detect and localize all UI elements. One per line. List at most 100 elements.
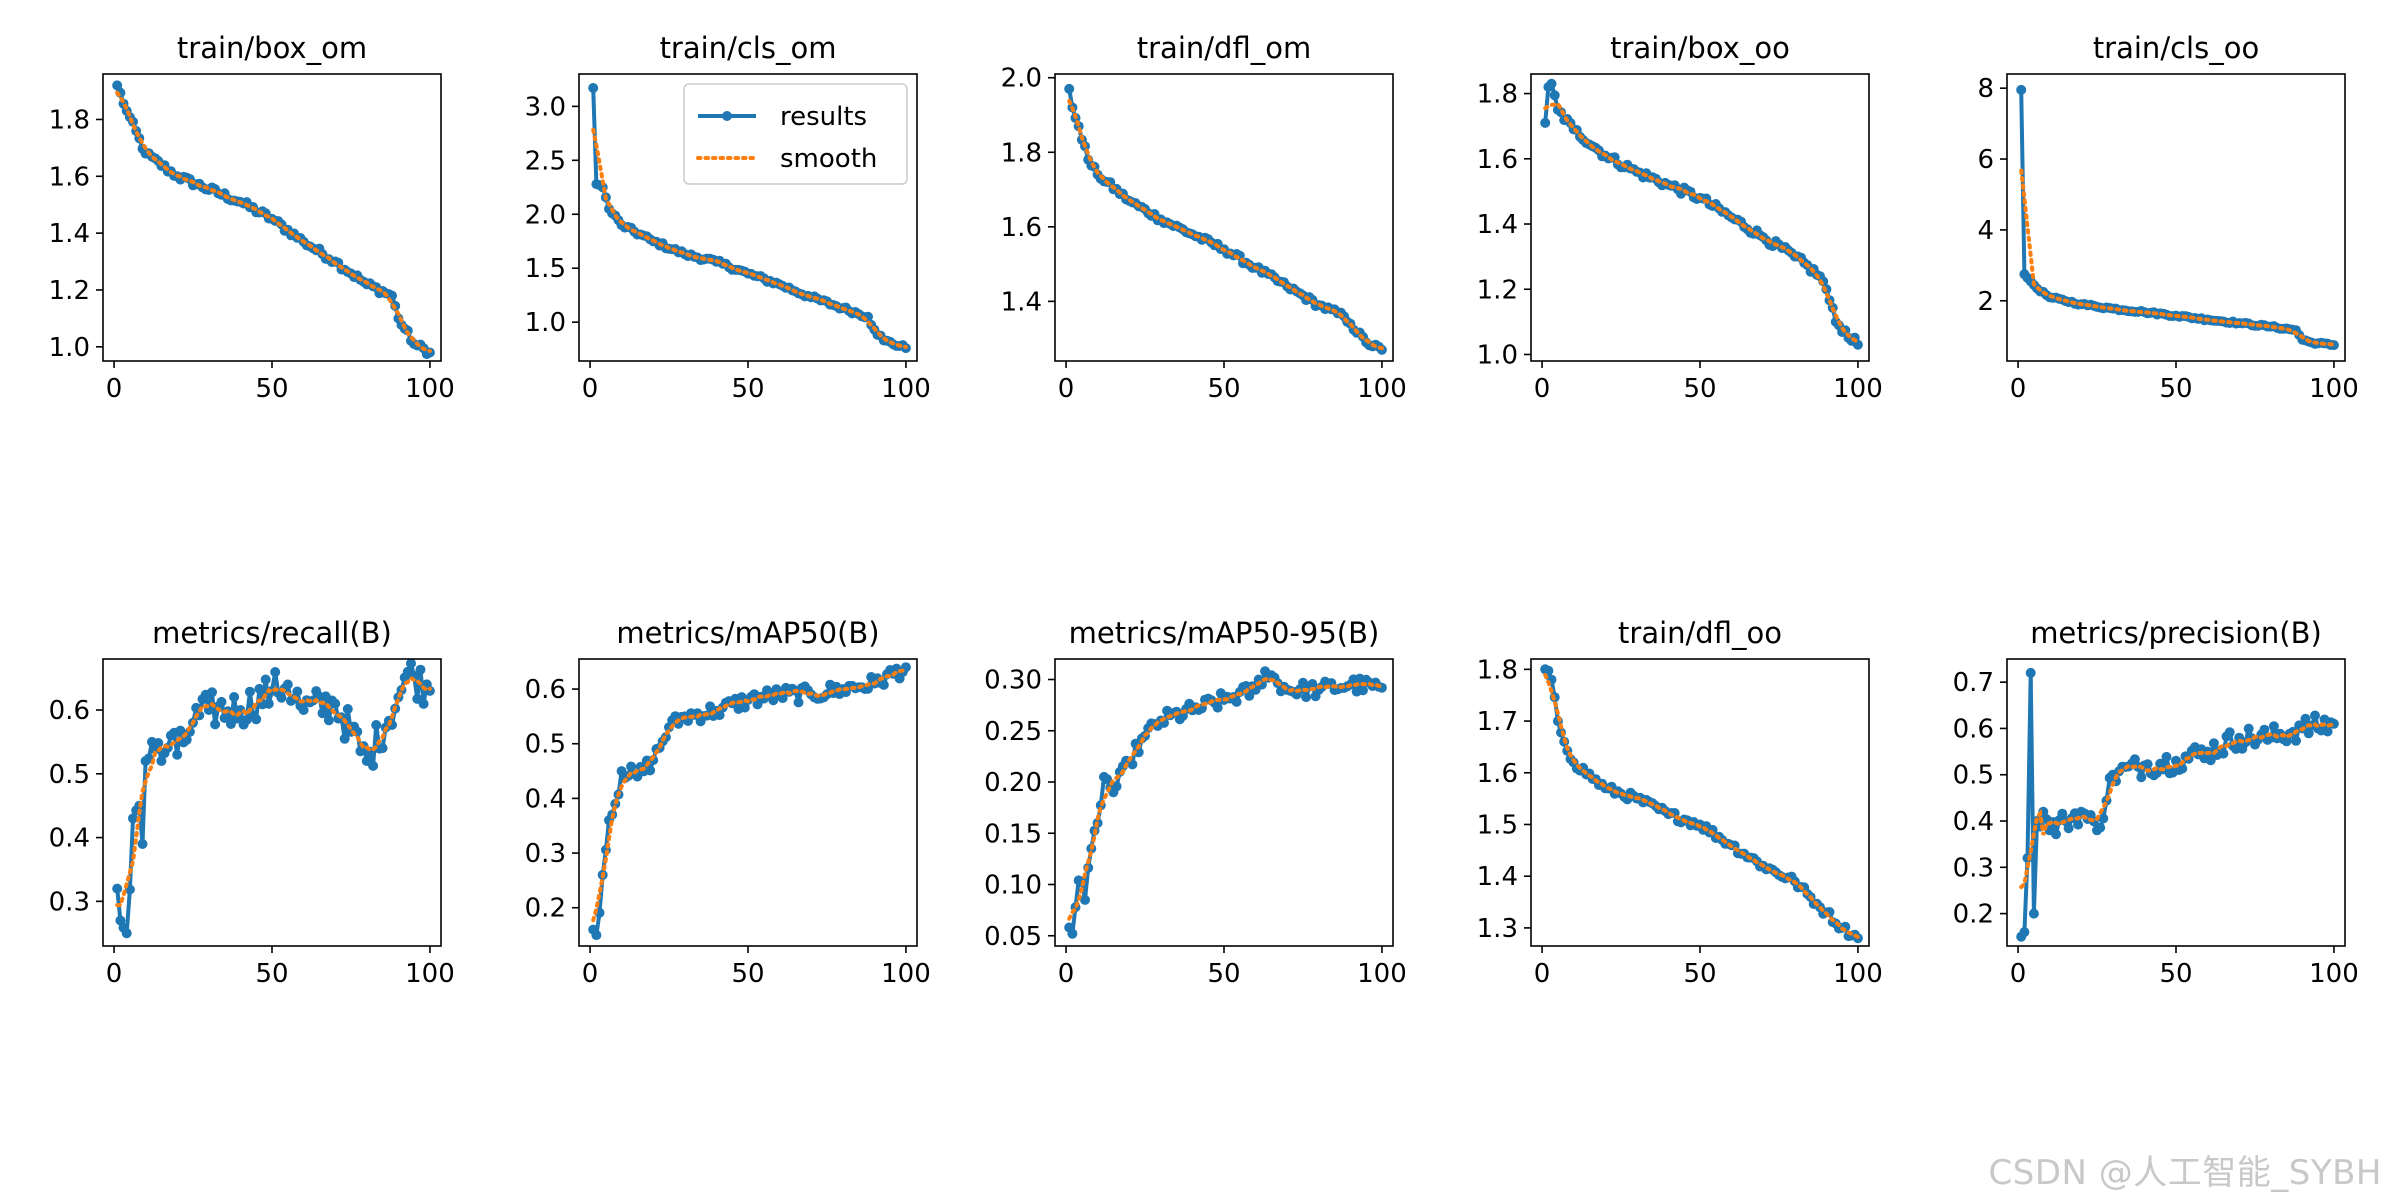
y-tick-label: 1.2 xyxy=(49,276,90,306)
subplot-title: metrics/precision(B) xyxy=(2030,616,2322,650)
results-point xyxy=(232,713,243,724)
results-point xyxy=(1244,690,1255,701)
results-point xyxy=(2051,829,2061,840)
subplot-8: metrics/mAP50-95(B) 0 50 100 0.05 0.10 0.15 0.2… xyxy=(984,616,1407,989)
y-tick-label: 0.25 xyxy=(984,717,1042,747)
y-tick-label: 1.6 xyxy=(1001,213,1042,243)
x-tick-label: 50 xyxy=(731,374,764,404)
results-point xyxy=(339,733,350,744)
subplot-title: train/dfl_om xyxy=(1137,31,1311,65)
results-point xyxy=(216,696,227,707)
results-point xyxy=(2303,728,2314,739)
results-point xyxy=(128,813,138,824)
legend: results smooth xyxy=(683,83,908,185)
y-tick-label: 1.6 xyxy=(1477,145,1518,175)
results-point xyxy=(752,699,763,710)
x-tick-label: 100 xyxy=(1357,374,1407,404)
y-tick-label: 0.5 xyxy=(525,730,566,760)
smooth-line xyxy=(1067,676,1384,921)
y-tick-label: 6 xyxy=(1977,145,1994,175)
results-point xyxy=(1540,117,1551,128)
results-point xyxy=(415,664,426,675)
y-tick-label: 8 xyxy=(1977,74,1994,104)
y-tick-label: 2.0 xyxy=(525,200,566,230)
results-point xyxy=(210,719,221,730)
results-point xyxy=(1111,781,1122,792)
x-tick-label: 100 xyxy=(405,374,455,404)
x-tick-label: 100 xyxy=(881,374,931,404)
x-tick-label: 100 xyxy=(2309,374,2359,404)
legend-smooth-label: smooth xyxy=(780,144,877,174)
results-point xyxy=(2073,819,2084,830)
y-tick-label: 0.6 xyxy=(525,675,566,705)
smooth-line xyxy=(591,127,908,350)
y-tick-label: 1.2 xyxy=(1477,275,1518,305)
results-point xyxy=(254,683,265,694)
axes-frame xyxy=(1530,73,1870,362)
results-point xyxy=(2129,754,2140,765)
y-tick-label: 1.0 xyxy=(49,333,90,363)
x-tick-label: 50 xyxy=(1207,959,1240,989)
x-tick-label: 50 xyxy=(2159,374,2192,404)
y-tick-label: 0.10 xyxy=(984,871,1042,901)
results-point xyxy=(2025,667,2036,678)
y-tick-label: 2.5 xyxy=(525,146,566,176)
subplot-10: metrics/precision(B) 0 50 100 0.2 0.3 0.4 0.5 0.… xyxy=(1953,616,2359,989)
subplot-title: metrics/recall(B) xyxy=(152,616,392,650)
results-point xyxy=(342,704,353,714)
results-point xyxy=(298,705,309,715)
subplot-3: train/dfl_om 0 50 100 1.4 1.6 1.8 2.0 xyxy=(1001,31,1407,404)
y-tick-label: 1.4 xyxy=(1477,862,1518,892)
results-point xyxy=(2136,772,2147,783)
results-point xyxy=(1549,90,1560,101)
x-tick-label: 50 xyxy=(1683,374,1716,404)
y-tick-label: 0.2 xyxy=(1953,900,1994,930)
results-line xyxy=(1067,669,1383,936)
results-line xyxy=(1543,81,1860,346)
plot-area xyxy=(588,662,911,941)
subplot-title: train/dfl_oo xyxy=(1618,616,1782,650)
subplot-title: train/cls_om xyxy=(660,31,837,65)
plot-area xyxy=(588,83,911,354)
subplot-5: train/cls_oo 0 50 100 2 4 6 8 xyxy=(1977,31,2358,404)
results-point xyxy=(317,708,328,719)
x-tick-label: 100 xyxy=(2309,959,2359,989)
x-tick-label: 0 xyxy=(106,374,123,404)
x-tick-label: 0 xyxy=(2010,374,2027,404)
subplot-title: train/cls_oo xyxy=(2093,31,2259,65)
y-tick-label: 0.20 xyxy=(984,768,1042,798)
x-tick-label: 0 xyxy=(2010,959,2027,989)
results-point xyxy=(292,686,303,697)
subplot-4: train/box_oo 0 50 100 1.0 1.2 1.4 1.6 1.8 xyxy=(1477,31,1883,404)
results-point xyxy=(2243,723,2254,734)
y-tick-label: 1.3 xyxy=(1477,914,1518,944)
watermark: CSDN @人工智能_SYBH xyxy=(1988,1153,2382,1193)
results-point xyxy=(371,720,382,730)
results-line xyxy=(115,661,432,936)
y-tick-label: 1.0 xyxy=(1477,340,1518,370)
results-point xyxy=(276,692,287,703)
results-point xyxy=(2268,721,2279,732)
results-point xyxy=(2063,823,2074,834)
y-tick-label: 1.4 xyxy=(1001,287,1042,317)
results-point xyxy=(2177,763,2188,774)
y-tick-label: 1.4 xyxy=(1477,210,1518,240)
y-tick-label: 0.2 xyxy=(525,894,566,924)
results-point xyxy=(777,693,788,704)
results-point xyxy=(418,698,429,709)
results-point xyxy=(1307,679,1318,689)
x-tick-label: 50 xyxy=(731,959,764,989)
results-point xyxy=(137,839,148,849)
results-point xyxy=(251,714,262,725)
results-point xyxy=(2291,735,2301,746)
y-tick-label: 1.8 xyxy=(49,105,90,135)
y-tick-label: 1.6 xyxy=(1477,759,1518,789)
results-point xyxy=(406,659,416,669)
y-tick-label: 4 xyxy=(1977,216,1994,246)
y-tick-label: 1.8 xyxy=(1001,138,1042,168)
y-tick-label: 0.3 xyxy=(1953,853,1994,883)
results-point xyxy=(172,749,183,760)
x-tick-label: 0 xyxy=(1534,374,1551,404)
y-tick-label: 0.3 xyxy=(525,839,566,869)
results-point xyxy=(368,760,379,771)
